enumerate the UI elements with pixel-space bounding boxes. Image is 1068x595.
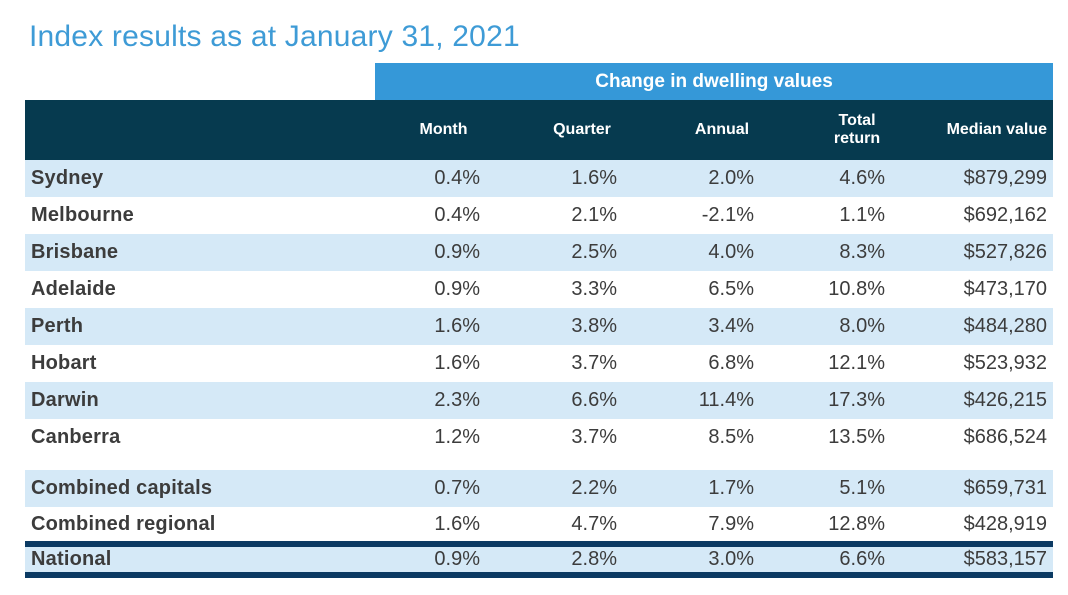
cell-annual: 6.5% bbox=[652, 271, 792, 308]
row-label: Combined capitals bbox=[25, 470, 375, 507]
cell-month: 2.3% bbox=[375, 382, 512, 419]
cell-total-return: 8.0% bbox=[792, 308, 922, 345]
cell-month: 0.7% bbox=[375, 470, 512, 507]
cell-quarter: 6.6% bbox=[512, 382, 652, 419]
table-row-combined-regional: Combined regional 1.6% 4.7% 7.9% 12.8% $… bbox=[25, 507, 1054, 544]
table-row-adelaide: Adelaide 0.9% 3.3% 6.5% 10.8% $473,170 bbox=[25, 271, 1054, 308]
cell-total-return: 17.3% bbox=[792, 382, 922, 419]
cell-total-return: 8.3% bbox=[792, 234, 922, 271]
table-row-hobart: Hobart 1.6% 3.7% 6.8% 12.1% $523,932 bbox=[25, 345, 1054, 382]
cell-total-return: 5.1% bbox=[792, 470, 922, 507]
cell-median-value: $426,215 bbox=[922, 382, 1054, 419]
col-header-quarter: Quarter bbox=[512, 100, 652, 160]
cell-median-value: $523,932 bbox=[922, 345, 1054, 382]
cell-annual: 3.4% bbox=[652, 308, 792, 345]
cell-total-return: 4.6% bbox=[792, 160, 922, 197]
cell-total-return: 6.6% bbox=[792, 541, 922, 578]
row-label: Brisbane bbox=[25, 234, 375, 271]
cell-month: 0.9% bbox=[375, 541, 512, 578]
cell-total-return: 1.1% bbox=[792, 197, 922, 234]
page-title: Index results as at January 31, 2021 bbox=[29, 20, 520, 53]
cell-median-value: $527,826 bbox=[922, 234, 1054, 271]
cell-total-return: 10.8% bbox=[792, 271, 922, 308]
row-label: Adelaide bbox=[25, 271, 375, 308]
row-label: Canberra bbox=[25, 419, 375, 456]
table-row-perth: Perth 1.6% 3.8% 3.4% 8.0% $484,280 bbox=[25, 308, 1054, 345]
cell-median-value: $484,280 bbox=[922, 308, 1054, 345]
cell-month: 0.9% bbox=[375, 271, 512, 308]
cell-quarter: 3.7% bbox=[512, 345, 652, 382]
cell-quarter: 1.6% bbox=[512, 160, 652, 197]
cell-median-value: $473,170 bbox=[922, 271, 1054, 308]
cell-total-return: 12.1% bbox=[792, 345, 922, 382]
cell-median-value: $686,524 bbox=[922, 419, 1054, 456]
col-header-median-value: Median value bbox=[922, 100, 1054, 160]
col-header-blank bbox=[25, 100, 375, 160]
cell-month: 1.2% bbox=[375, 419, 512, 456]
cell-month: 0.9% bbox=[375, 234, 512, 271]
cell-month: 0.4% bbox=[375, 197, 512, 234]
cell-median-value: $659,731 bbox=[922, 470, 1054, 507]
table-row-combined-capitals: Combined capitals 0.7% 2.2% 1.7% 5.1% $6… bbox=[25, 470, 1054, 507]
row-label: Sydney bbox=[25, 160, 375, 197]
cell-quarter: 2.8% bbox=[512, 541, 652, 578]
cell-quarter: 3.8% bbox=[512, 308, 652, 345]
table-row-brisbane: Brisbane 0.9% 2.5% 4.0% 8.3% $527,826 bbox=[25, 234, 1054, 271]
table-row-darwin: Darwin 2.3% 6.6% 11.4% 17.3% $426,215 bbox=[25, 382, 1054, 419]
cell-quarter: 4.7% bbox=[512, 507, 652, 544]
table-row-sydney: Sydney 0.4% 1.6% 2.0% 4.6% $879,299 bbox=[25, 160, 1054, 197]
cell-month: 1.6% bbox=[375, 345, 512, 382]
cell-median-value: $583,157 bbox=[922, 541, 1054, 578]
cell-quarter: 2.5% bbox=[512, 234, 652, 271]
cell-annual: 2.0% bbox=[652, 160, 792, 197]
col-header-annual: Annual bbox=[652, 100, 792, 160]
cell-annual: -2.1% bbox=[652, 197, 792, 234]
cell-annual: 8.5% bbox=[652, 419, 792, 456]
banner-change-in-dwelling-values: Change in dwelling values bbox=[375, 63, 1054, 100]
cell-annual: 3.0% bbox=[652, 541, 792, 578]
cell-quarter: 3.7% bbox=[512, 419, 652, 456]
banner-row: Change in dwelling values bbox=[25, 63, 1054, 100]
row-label: Hobart bbox=[25, 345, 375, 382]
dwelling-values-table: Change in dwelling values Month Quarter … bbox=[25, 63, 1054, 578]
cell-median-value: $879,299 bbox=[922, 160, 1054, 197]
spacer-row bbox=[25, 456, 1054, 470]
row-label: Darwin bbox=[25, 382, 375, 419]
cell-month: 0.4% bbox=[375, 160, 512, 197]
cell-annual: 11.4% bbox=[652, 382, 792, 419]
row-label: Melbourne bbox=[25, 197, 375, 234]
cell-annual: 6.8% bbox=[652, 345, 792, 382]
spacer-cell bbox=[25, 456, 1054, 470]
cell-annual: 1.7% bbox=[652, 470, 792, 507]
banner-blank-cell bbox=[25, 63, 375, 100]
cell-quarter: 3.3% bbox=[512, 271, 652, 308]
col-header-total-return-label: Total return bbox=[833, 111, 881, 147]
cell-quarter: 2.1% bbox=[512, 197, 652, 234]
cell-month: 1.6% bbox=[375, 308, 512, 345]
cell-quarter: 2.2% bbox=[512, 470, 652, 507]
table-row-melbourne: Melbourne 0.4% 2.1% -2.1% 1.1% $692,162 bbox=[25, 197, 1054, 234]
cell-median-value: $692,162 bbox=[922, 197, 1054, 234]
row-label: Perth bbox=[25, 308, 375, 345]
col-header-month: Month bbox=[375, 100, 512, 160]
table-row-national: National 0.9% 2.8% 3.0% 6.6% $583,157 bbox=[25, 541, 1054, 578]
cell-total-return: 12.8% bbox=[792, 507, 922, 544]
table-header-row: Month Quarter Annual Total return Median… bbox=[25, 100, 1054, 160]
table-row-canberra: Canberra 1.2% 3.7% 8.5% 13.5% $686,524 bbox=[25, 419, 1054, 456]
col-header-total-return: Total return bbox=[792, 100, 922, 160]
cell-total-return: 13.5% bbox=[792, 419, 922, 456]
cell-annual: 4.0% bbox=[652, 234, 792, 271]
row-label: National bbox=[25, 541, 375, 578]
cell-month: 1.6% bbox=[375, 507, 512, 544]
row-label: Combined regional bbox=[25, 507, 375, 544]
cell-median-value: $428,919 bbox=[922, 507, 1054, 544]
cell-annual: 7.9% bbox=[652, 507, 792, 544]
